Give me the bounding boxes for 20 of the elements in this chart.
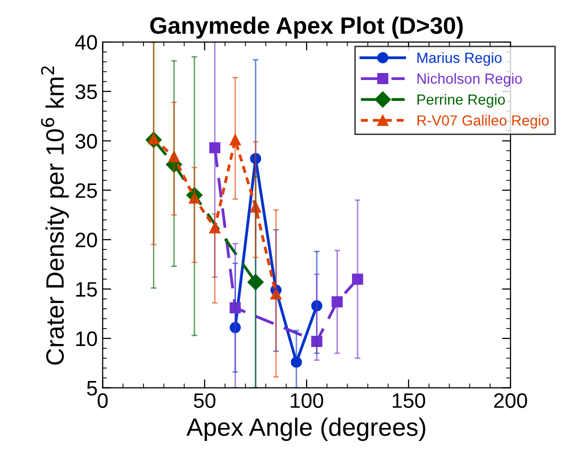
y-tick-label: 40 bbox=[75, 35, 97, 50]
y-tick-label: 20 bbox=[76, 232, 97, 248]
legend-label: Marius Regio bbox=[418, 52, 502, 66]
y-tick-label: 15 bbox=[76, 282, 97, 297]
x-tick-label: 50 bbox=[194, 393, 216, 408]
x-tick-label: 0 bbox=[98, 393, 108, 408]
chart-title: Ganymede Apex Plot (D>30) bbox=[150, 16, 463, 39]
x-tick-label: 100 bbox=[290, 393, 324, 408]
y-axis-title: Crater Density per 10$^{6}$ km$^{2}$ bbox=[41, 66, 69, 365]
y-tick-label: 30 bbox=[75, 134, 97, 149]
x-axis-title: Apex Angle (degrees) bbox=[186, 418, 426, 441]
y-tick-label: 35 bbox=[75, 84, 97, 100]
x-tick-label: 200 bbox=[494, 393, 528, 408]
legend-label: Perrine Regio bbox=[418, 94, 505, 108]
y-tick-label: 5 bbox=[87, 381, 97, 396]
y-tick-label: 10 bbox=[76, 331, 97, 346]
x-tick-label: 150 bbox=[392, 393, 426, 408]
legend-label: R-V07 Galileo Regio bbox=[418, 114, 549, 128]
legend-label: Nicholson Regio bbox=[418, 73, 522, 87]
y-tick-label: 25 bbox=[76, 183, 97, 198]
